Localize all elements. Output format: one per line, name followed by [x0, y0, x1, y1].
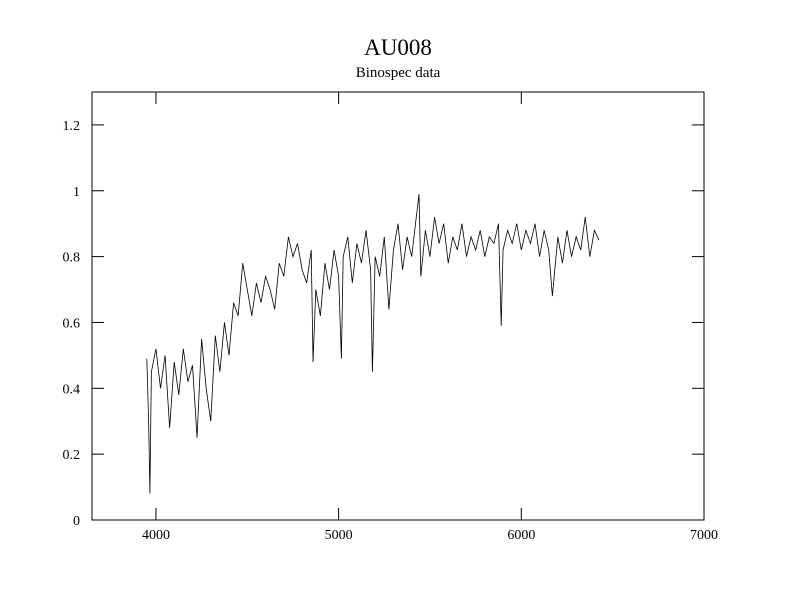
y-tick-label: 0 — [73, 514, 80, 529]
y-tick-label: 0.8 — [63, 251, 81, 266]
y-tick-label: 1.2 — [63, 119, 81, 134]
x-tick-label: 6000 — [507, 528, 535, 543]
plot-frame — [91, 91, 705, 521]
x-tick-label: 5000 — [325, 528, 353, 543]
x-tick-label: 4000 — [142, 528, 170, 543]
y-tick-label: 0.4 — [63, 382, 81, 397]
y-tick-label: 0.6 — [63, 316, 81, 331]
y-tick-label: 0.2 — [63, 448, 81, 463]
y-tick-label: 1 — [73, 185, 80, 200]
chart-subtitle: Binospec data — [356, 65, 441, 81]
x-tick-label: 7000 — [690, 528, 718, 543]
chart-title: AU008 — [364, 35, 432, 60]
spectrum-line — [146, 194, 600, 494]
